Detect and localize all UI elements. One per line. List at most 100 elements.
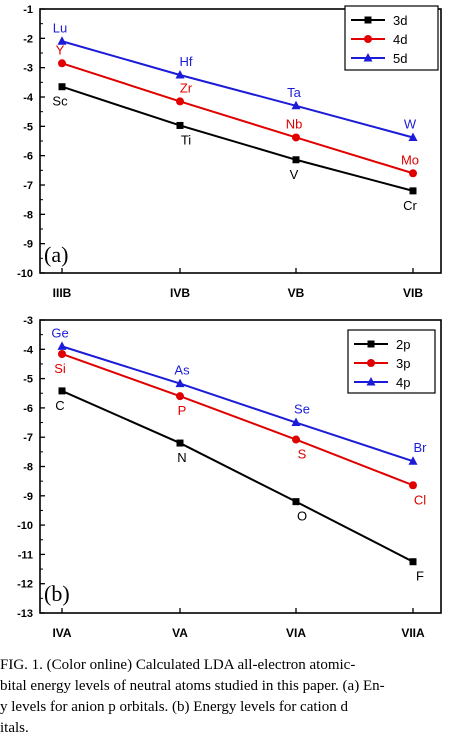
panel-b-chart: -3 -4 -5 -6 -7 -8 -9 -10 -11 -12 -13 IVA VA VIA VIIA C N…: [17, 315, 442, 640]
data-point-4d: [409, 169, 417, 178]
series-line-4d: [61, 62, 414, 175]
data-point-2p: [409, 558, 417, 566]
y-tick-label: -7: [23, 432, 33, 444]
y-tick-label: -8: [23, 462, 33, 474]
y-tick-label: -9: [23, 239, 33, 251]
legend-label: 3d: [393, 13, 407, 28]
point-label: W: [404, 116, 417, 131]
data-point-5d: [408, 132, 418, 141]
y-tick-label: -9: [23, 491, 33, 503]
legend-box: [347, 329, 436, 394]
point-label: Sc: [52, 94, 68, 109]
data-point-3p: [292, 435, 300, 444]
caption-line-1: FIG. 1. (Color online) Calculated LDA al…: [0, 657, 356, 673]
y-tick-label: -5: [23, 121, 33, 133]
y-tick-label: -10: [17, 268, 33, 280]
data-point-3p: [58, 349, 66, 358]
point-label: Zr: [180, 80, 193, 95]
legend-label: 5d: [393, 51, 407, 66]
data-point-4d: [292, 133, 300, 142]
x-category-label: VIIA: [401, 626, 425, 640]
data-point-2p: [176, 439, 184, 447]
y-tick-label: -6: [23, 151, 33, 163]
point-label: S: [298, 447, 307, 462]
y-tick-label: -10: [17, 520, 33, 532]
data-point-2p: [58, 387, 66, 395]
point-label: Se: [294, 402, 310, 417]
data-point-5d: [57, 36, 67, 45]
point-label: Ti: [181, 132, 191, 147]
point-label: Ta: [287, 85, 302, 100]
legend-swatch-marker: [367, 359, 375, 367]
series-line-5d: [61, 40, 414, 139]
data-point-4d: [176, 97, 184, 106]
x-category-label: IVA: [52, 626, 71, 640]
point-label: P: [178, 403, 187, 418]
y-tick-label: -2: [23, 33, 33, 45]
legend-swatch-marker: [364, 16, 372, 24]
point-label: V: [290, 167, 299, 182]
data-point-5d: [175, 70, 185, 79]
legend-label: 4p: [396, 375, 410, 390]
y-tick-label: -12: [17, 579, 33, 591]
legend-swatch-marker: [366, 377, 376, 386]
point-label: Ge: [51, 325, 68, 340]
series-line-4p: [61, 345, 414, 463]
data-point-3d: [292, 156, 300, 164]
panel-label: (b): [44, 581, 70, 606]
series-line-3d: [61, 85, 414, 192]
point-label: As: [174, 363, 190, 378]
x-category-label: VIA: [286, 626, 306, 640]
point-label: Si: [54, 361, 66, 376]
data-point-3d: [176, 121, 184, 129]
legend-label: 2p: [396, 337, 410, 352]
caption-line-4: itals.: [0, 720, 29, 736]
data-point-3p: [409, 481, 417, 490]
figure-caption: FIG. 1. (Color online) Calculated LDA al…: [0, 655, 473, 739]
legend-swatch-marker: [367, 340, 375, 348]
y-tick-label: -8: [23, 209, 33, 221]
caption-line-2: bital energy levels of neutral atoms stu…: [0, 678, 385, 694]
point-label: Lu: [53, 20, 67, 35]
y-tick-label: -13: [17, 608, 33, 620]
legend-swatch-marker: [364, 35, 372, 43]
series-line-3p: [61, 353, 414, 487]
data-point-4d: [58, 59, 66, 68]
y-tick-label: -7: [23, 180, 33, 192]
y-tick-label: -5: [23, 374, 33, 386]
y-tick-label: -4: [23, 92, 34, 104]
point-label: Br: [414, 440, 428, 455]
y-tick-label: -3: [23, 63, 33, 75]
data-point-4p: [408, 456, 418, 465]
y-tick-label: -1: [23, 4, 33, 16]
data-point-4p: [175, 378, 185, 388]
point-label: O: [297, 509, 307, 524]
point-label: Nb: [286, 116, 303, 131]
legend-label: 4d: [393, 32, 407, 47]
y-tick-label: -11: [18, 549, 33, 561]
data-point-2p: [292, 498, 300, 506]
caption-line-3: y levels for anion p orbitals. (b) Energ…: [0, 699, 348, 715]
x-category-label: VB: [288, 286, 305, 300]
point-label: Y: [56, 42, 65, 57]
data-point-5d: [291, 100, 301, 110]
legend-label: 3p: [396, 356, 410, 371]
x-category-label: VA: [172, 626, 188, 640]
figure: -1 -2 -3 -4 -5 -6 -7 -8 -9 -10 IIIB IVB VB VIB Sc Ti V Cr…: [17, 4, 442, 640]
point-label: Mo: [401, 152, 419, 167]
x-category-label: IIIB: [53, 286, 72, 300]
data-point-4p: [57, 341, 67, 350]
y-tick-label: -3: [23, 315, 33, 327]
data-point-3p: [176, 392, 184, 401]
y-tick-label: -6: [23, 403, 33, 415]
point-label: F: [416, 569, 424, 584]
x-category-label: IVB: [170, 286, 190, 300]
point-label: N: [177, 450, 186, 465]
x-category-label: VIB: [403, 286, 423, 300]
point-label: C: [55, 398, 64, 413]
panel-label: (a): [44, 242, 68, 267]
point-label: Hf: [180, 54, 193, 69]
series-line-2p: [61, 389, 414, 563]
data-point-3d: [409, 187, 417, 195]
y-tick-label: -4: [23, 344, 34, 356]
